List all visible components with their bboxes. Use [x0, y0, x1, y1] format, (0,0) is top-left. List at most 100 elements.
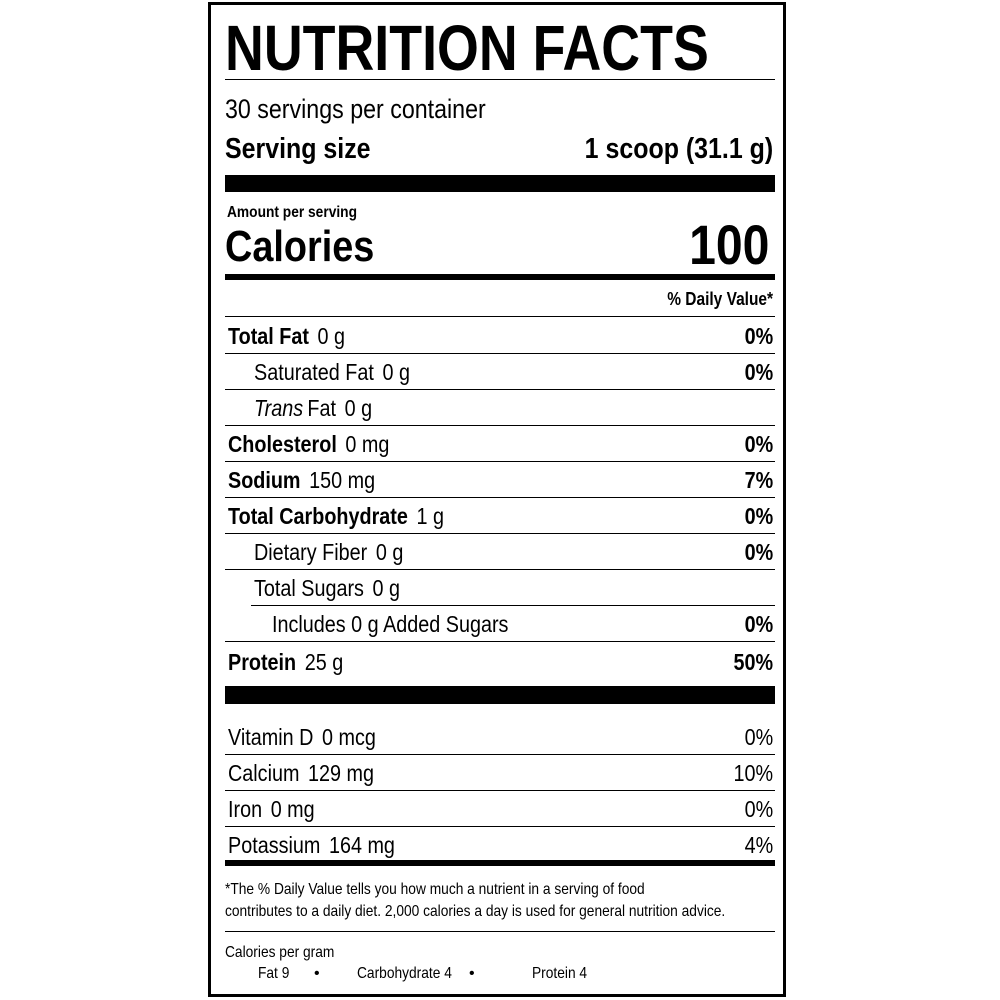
- nutrient-text: Includes 0 g Added Sugars: [272, 606, 508, 642]
- vitamin-name: Calcium: [228, 760, 300, 786]
- nutrient-name: Total Fat: [228, 323, 309, 349]
- daily-value-text: 0%: [744, 611, 773, 637]
- vitamin-amount: 164 mg: [328, 832, 395, 858]
- vitamin-amount: 129 mg: [308, 760, 375, 786]
- divider: [225, 425, 775, 426]
- calories-per-gram-protein: Protein 4: [532, 965, 588, 982]
- nutrient-daily-value: 0%: [740, 354, 773, 390]
- nutrient-name: Trans: [254, 395, 304, 421]
- nutrient-amount: 25 g: [304, 649, 344, 675]
- nutrient-label: Total Carbohydrate 1 g: [228, 498, 479, 534]
- vitamin-name: Vitamin D: [228, 724, 314, 750]
- nutrient-amount: 0 g: [382, 359, 410, 385]
- vitamin-row: Calcium 129 mg 10%: [228, 755, 773, 791]
- nutrient-row: Trans Fat 0 g: [228, 390, 773, 426]
- nutrient-daily-value: 50%: [727, 642, 773, 682]
- divider: [251, 605, 775, 606]
- footnote: *The % Daily Value tells you how much a …: [225, 881, 726, 920]
- vitamin-amount: 0 mcg: [321, 724, 376, 750]
- vitamin-daily-value: 0%: [740, 719, 773, 755]
- nutrient-daily-value: 7%: [740, 462, 773, 498]
- vitamin-amount: 0 mg: [270, 796, 315, 822]
- nutrient-text: Protein 25 g: [228, 642, 343, 682]
- medium-divider: [225, 860, 775, 866]
- vitamin-label: Calcium 129 mg: [228, 755, 398, 791]
- nutrient-text: Dietary Fiber 0 g: [254, 534, 403, 570]
- daily-value-text: 0%: [744, 503, 773, 529]
- nutrient-row: Total Fat 0 g 0%: [228, 318, 773, 354]
- vitamin-text: Potassium 164 mg: [228, 827, 395, 863]
- nutrient-name: Sodium: [228, 467, 301, 493]
- nutrient-amount: 0 g: [372, 575, 401, 601]
- thick-divider: [225, 686, 775, 704]
- vitamin-daily-value: 4%: [740, 827, 773, 863]
- nutrient-name-suffix: Fat: [307, 395, 336, 421]
- divider: [225, 641, 775, 642]
- serving-size-value: 1 scoop (31.1 g): [584, 133, 773, 165]
- vitamin-row: Iron 0 mg 0%: [228, 791, 773, 827]
- nutrient-name: Protein: [228, 649, 297, 675]
- servings-per-container: 30 servings per container: [225, 94, 486, 124]
- nutrient-amount: 0 g: [344, 395, 373, 421]
- vitamin-name: Iron: [228, 796, 263, 822]
- nutrient-name: Includes 0 g Added Sugars: [272, 611, 509, 637]
- nutrient-daily-value: 0%: [740, 606, 773, 642]
- calories-per-gram-fat: Fat 9: [258, 965, 290, 982]
- vitamin-label: Iron 0 mg: [228, 791, 329, 827]
- nutrient-row: Total Carbohydrate 1 g 0%: [228, 498, 773, 534]
- nutrient-daily-value: 0%: [740, 534, 773, 570]
- daily-value-text: 4%: [744, 832, 773, 858]
- serving-size-label: Serving size: [225, 133, 371, 165]
- nutrient-text: Saturated Fat 0 g: [254, 354, 410, 390]
- daily-value-text: 7%: [744, 467, 773, 493]
- nutrient-amount: 1 g: [416, 503, 444, 529]
- daily-value-text: 10%: [733, 760, 773, 786]
- vitamin-text: Vitamin D 0 mcg: [228, 719, 376, 755]
- nutrient-name: Total Sugars: [254, 575, 364, 601]
- daily-value-text: 0%: [744, 539, 773, 565]
- divider: [225, 533, 775, 534]
- divider: [225, 826, 775, 827]
- divider: [225, 497, 775, 498]
- divider: [225, 316, 775, 317]
- nutrient-row: Includes 0 g Added Sugars 0%: [228, 606, 773, 642]
- nutrient-row: Cholesterol 0 mg 0%: [228, 426, 773, 462]
- vitamin-label: Vitamin D 0 mcg: [228, 719, 400, 755]
- vitamin-text: Iron 0 mg: [228, 791, 315, 827]
- nutrient-label: Total Sugars 0 g: [254, 570, 424, 606]
- divider: [225, 353, 775, 354]
- divider: [225, 389, 775, 390]
- calories-value: 100: [688, 213, 769, 276]
- divider: [225, 931, 775, 932]
- nutrient-row: Sodium 150 mg 7%: [228, 462, 773, 498]
- nutrient-row: Total Sugars 0 g: [228, 570, 773, 606]
- daily-value-text: 0%: [744, 796, 773, 822]
- vitamin-label: Potassium 164 mg: [228, 827, 422, 863]
- daily-value-text: 0%: [744, 359, 773, 385]
- nutrient-daily-value: 0%: [740, 318, 773, 354]
- nutrient-row: Saturated Fat 0 g 0%: [228, 354, 773, 390]
- daily-value-text: 0%: [744, 431, 773, 457]
- nutrient-amount: 150 mg: [309, 467, 376, 493]
- daily-value-header: % Daily Value*: [667, 289, 773, 309]
- nutrient-text: Sodium 150 mg: [228, 462, 375, 498]
- nutrient-label: Saturated Fat 0 g: [254, 354, 435, 390]
- nutrient-name: Dietary Fiber: [254, 539, 368, 565]
- nutrient-daily-value: 0%: [740, 426, 773, 462]
- vitamin-daily-value: 0%: [740, 791, 773, 827]
- nutrient-row: Dietary Fiber 0 g 0%: [228, 534, 773, 570]
- nutrient-text: Total Carbohydrate 1 g: [228, 498, 444, 534]
- calories-per-gram-carbohydrate: Carbohydrate 4: [357, 965, 452, 982]
- vitamin-daily-value: 10%: [727, 755, 773, 791]
- divider: [225, 79, 775, 80]
- nutrient-label: Includes 0 g Added Sugars: [272, 606, 547, 642]
- calories-label: Calories: [225, 222, 375, 271]
- vitamin-row: Vitamin D 0 mcg 0%: [228, 719, 773, 755]
- thick-divider: [225, 175, 775, 192]
- daily-value-text: 0%: [744, 323, 773, 349]
- nutrient-label: Cholesterol 0 mg: [228, 426, 416, 462]
- nutrient-row: Protein 25 g 50%: [228, 642, 773, 682]
- nutrient-label: Dietary Fiber 0 g: [254, 534, 428, 570]
- bullet: •: [314, 965, 320, 982]
- nutrient-text: Cholesterol 0 mg: [228, 426, 389, 462]
